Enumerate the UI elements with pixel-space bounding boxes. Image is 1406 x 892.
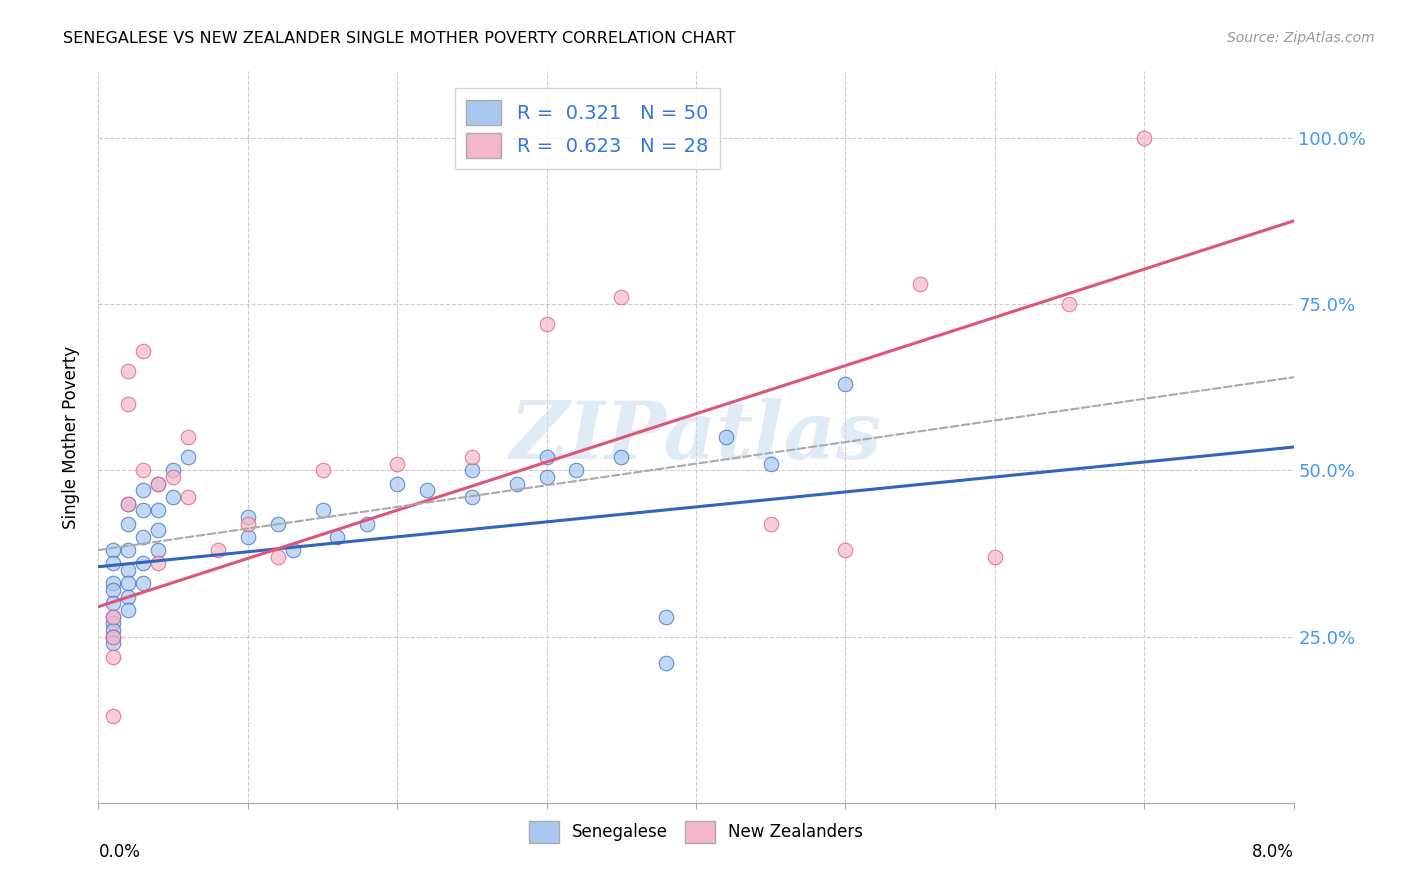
Point [117,603,139,617]
Point [984,549,1007,564]
Point [311,463,333,477]
Point [610,450,633,464]
Point [148,523,170,537]
Point [461,450,484,464]
Point [267,516,290,531]
Point [103,543,125,558]
Point [132,343,155,358]
Point [908,277,931,292]
Point [536,470,558,484]
Point [356,516,378,531]
Point [236,516,259,531]
Point [759,457,782,471]
Point [148,557,170,571]
Point [416,483,439,498]
Point [207,543,229,558]
Point [834,376,856,391]
Point [311,503,333,517]
Point [103,649,125,664]
Text: SENEGALESE VS NEW ZEALANDER SINGLE MOTHER POVERTY CORRELATION CHART: SENEGALESE VS NEW ZEALANDER SINGLE MOTHE… [63,31,735,46]
Point [103,630,125,644]
Point [610,290,633,304]
Point [506,476,529,491]
Point [132,530,155,544]
Point [1133,131,1156,145]
Point [103,576,125,591]
Point [117,497,139,511]
Point [132,483,155,498]
Point [834,543,856,558]
Point [326,530,349,544]
Y-axis label: Single Mother Poverty: Single Mother Poverty [62,345,80,529]
Point [103,630,125,644]
Text: 8.0%: 8.0% [1251,843,1294,861]
Point [385,476,409,491]
Point [117,397,139,411]
Point [267,549,290,564]
Point [177,430,200,444]
Point [117,590,139,604]
Point [103,609,125,624]
Point [103,636,125,650]
Point [714,430,737,444]
Point [117,543,139,558]
Point [103,623,125,637]
Point [148,476,170,491]
Point [759,516,782,531]
Point [655,656,678,670]
Point [162,490,184,504]
Point [177,450,200,464]
Point [103,616,125,631]
Point [461,490,484,504]
Point [103,557,125,571]
Point [117,363,139,377]
Point [148,503,170,517]
Point [148,476,170,491]
Point [236,509,259,524]
Point [177,490,200,504]
Point [148,543,170,558]
Point [461,463,484,477]
Point [132,557,155,571]
Legend: Senegalese, New Zealanders: Senegalese, New Zealanders [522,814,870,849]
Point [162,463,184,477]
Point [236,530,259,544]
Point [117,516,139,531]
Point [117,497,139,511]
Point [565,463,588,477]
Point [117,576,139,591]
Point [103,596,125,610]
Point [536,317,558,331]
Point [132,463,155,477]
Point [132,503,155,517]
Point [103,609,125,624]
Point [162,470,184,484]
Text: ZIPatlas: ZIPatlas [510,399,882,475]
Text: 0.0%: 0.0% [98,843,141,861]
Text: Source: ZipAtlas.com: Source: ZipAtlas.com [1227,31,1375,45]
Point [132,576,155,591]
Point [103,709,125,723]
Point [1059,297,1081,311]
Point [103,582,125,597]
Point [655,609,678,624]
Point [536,450,558,464]
Point [117,563,139,577]
Point [281,543,304,558]
Point [385,457,409,471]
